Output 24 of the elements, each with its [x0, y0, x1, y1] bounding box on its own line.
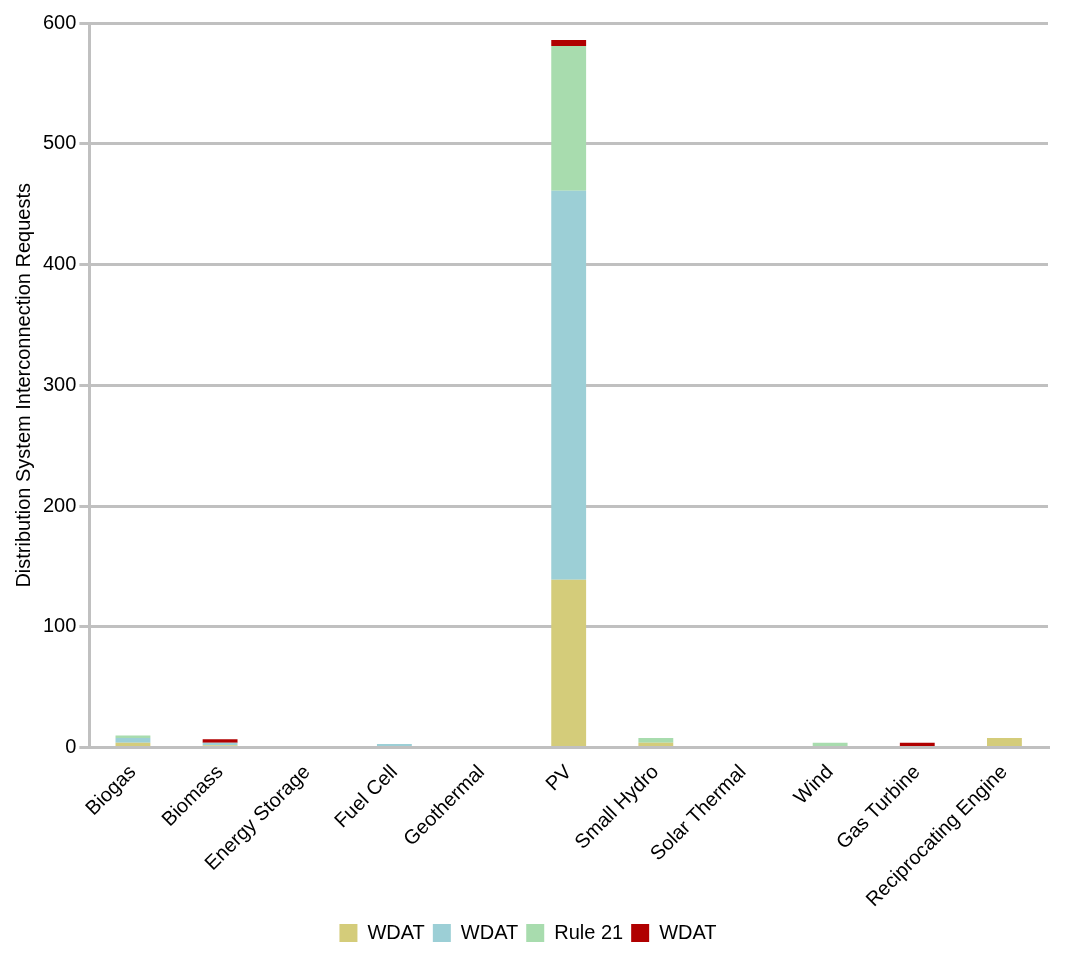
bar	[551, 45, 587, 191]
bar	[638, 737, 674, 743]
bar	[638, 742, 674, 747]
y-tick-label: 400	[42, 252, 77, 275]
y-tick-label: 300	[42, 372, 77, 395]
legend-label: Rule 21	[554, 920, 624, 943]
y-tick-label: 200	[42, 493, 77, 516]
y-tick-label: 600	[42, 10, 77, 33]
y-tick-label: 500	[42, 131, 77, 154]
bar	[115, 737, 151, 743]
bar	[812, 742, 848, 747]
bar	[551, 190, 587, 580]
legend-label: WDAT	[460, 920, 519, 943]
y-tick-label: 100	[42, 614, 77, 637]
legend-label: WDAT	[367, 920, 425, 943]
x-tick-label: PV	[540, 759, 576, 795]
bar	[551, 39, 587, 46]
legend-label: WDAT	[659, 920, 717, 943]
y-axis-title: Distribution System Interconnection Requests	[11, 182, 34, 588]
y-tick-label: 0	[65, 735, 77, 758]
bar	[376, 743, 412, 747]
bar	[987, 737, 1022, 747]
bar	[899, 742, 935, 747]
bar	[551, 579, 587, 747]
